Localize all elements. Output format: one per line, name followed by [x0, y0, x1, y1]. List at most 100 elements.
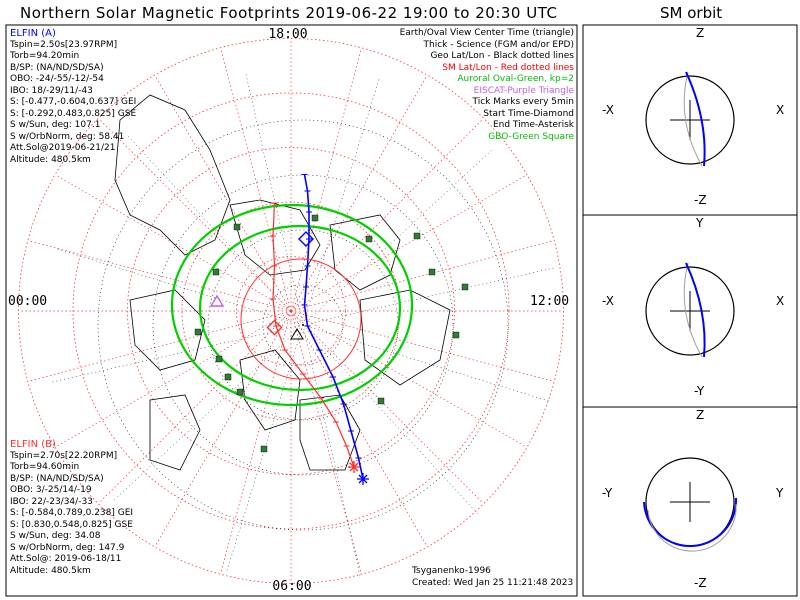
mlt-line [28, 240, 292, 312]
elfin-a-line: S: [-0.292,0.483,0.825] GSE [10, 108, 137, 119]
gbo-square [260, 445, 268, 453]
end-asterisk [358, 474, 368, 484]
elfin-a-line: B/SP: (NA/ND/SD/SA) [10, 62, 104, 73]
end-asterisk [349, 462, 359, 472]
start-diamond [298, 231, 314, 247]
mlt-label-left: 00:00 [8, 294, 47, 309]
legend-entry: GBO-Green Square [488, 131, 574, 142]
elfin-a-line: Att.Sol@2019-06-21/21 [10, 143, 116, 153]
elfin-b-line: Torb=94.60min [10, 462, 80, 472]
orbit-xz-right: X [776, 103, 785, 117]
elfin-b-line: Tspin=2.70s[22.20RPM] [10, 450, 118, 461]
geo-lon-line [302, 76, 381, 326]
mlt-line [290, 310, 484, 504]
orbit-b-path [683, 262, 703, 358]
elfin-b-line: S: [-0.584,0.789,0.238] GEI [10, 508, 134, 518]
sm-lat-circle [72, 92, 510, 530]
orbit-xy-right: X [776, 294, 785, 308]
mlt-line [290, 310, 554, 382]
elfin-a-line: Tspin=2.50s[23.97RPM] [10, 39, 118, 50]
gbo-square [194, 328, 202, 336]
legend-entry: Geo Lat/Lon - Black dotted lines [430, 51, 574, 61]
gbo-square [413, 232, 421, 240]
geo-lon-line [302, 267, 557, 326]
orbit-plots [643, 71, 738, 552]
mlt-line [290, 310, 362, 574]
gbo-square [311, 214, 319, 222]
gbo-square [233, 223, 241, 231]
landmass-outline [129, 289, 206, 371]
orbit-a-path [685, 262, 706, 358]
mlt-label-bottom: 06:00 [272, 579, 311, 594]
auroral-oval-outer [170, 203, 414, 407]
auroral-oval-inner [198, 224, 402, 392]
orbit-a-path [685, 71, 706, 167]
geo-lon-line [126, 134, 304, 326]
page-title: Northern Solar Magnetic Footprints 2019-… [20, 4, 558, 22]
geo-lon-line [112, 324, 304, 502]
eiscat-triangle [209, 294, 225, 307]
mlt-line [290, 48, 362, 312]
legend-entry: Auroral Oval-Green, kp=2 [457, 74, 574, 84]
elfin-b-track [272, 202, 355, 468]
mlt-label-right: 12:00 [530, 294, 569, 309]
elfin-b-line: S: [0.830,0.548,0.825] GSE [10, 519, 133, 530]
sm-lat-circle [127, 147, 455, 475]
orbit-frame-yz [582, 406, 798, 597]
orbit-yz-top: Z [696, 408, 705, 422]
credits: Tsyganenko-1996 Created: Wed Jan 25 11:2… [412, 566, 573, 589]
geo-lon-line [49, 324, 304, 383]
elfin-a-line: Torb=94.20min [10, 51, 80, 61]
earth-circle [645, 75, 735, 165]
legend-entry: SM Lat/Lon - Red dotted lines [442, 62, 574, 73]
orbit-xz-bottom: -Z [694, 193, 707, 207]
elfin-a-line: Altitude: 480.5km [10, 154, 91, 165]
mlt-line [154, 75, 292, 312]
orbit-yz-right: Y [776, 486, 784, 500]
legend: Earth/Oval View Center Time (triangle) T… [400, 28, 574, 143]
geo-lon-line [54, 247, 304, 326]
orbit-b-path [683, 71, 703, 167]
sm-lat-circle [236, 256, 346, 366]
elfin-b-name: ELFIN (B) [10, 439, 56, 450]
orbit-xy-top: Y [696, 216, 704, 230]
gbo-square [461, 283, 469, 291]
elfin-a-track [303, 174, 364, 480]
legend-entry: End Time-Asterisk [492, 120, 574, 130]
elfin-b-line: OBO: 3/-25/14/-19 [10, 485, 92, 495]
geo-lon-line [225, 324, 304, 574]
gbo-square [224, 373, 232, 381]
landmass-outline [239, 349, 301, 431]
legend-entry: EISCAT-Purple Triangle [473, 85, 574, 96]
earth-circle [645, 266, 735, 356]
elfin-b-line: Att.Sol@: 2019-06-18/11 [10, 554, 122, 564]
landmass-outline [114, 94, 231, 256]
geo-lat-circle [97, 119, 509, 531]
mlt-line [220, 48, 292, 312]
legend-entry: Start Time-Diamond [483, 108, 574, 119]
legend-entry: Thick - Science (FGM and/or EPD) [423, 39, 574, 50]
gbo-square [365, 235, 373, 243]
legend-entry: Tick Marks every 5min [472, 97, 574, 107]
orbit-b-path [647, 503, 737, 552]
orbit-title: SM orbit [660, 4, 723, 22]
polar-map [18, 38, 564, 584]
mlt-line [154, 310, 292, 547]
legend-entry: Earth/Oval View Center Time (triangle) [399, 28, 574, 38]
orbit-xy-left: -X [602, 294, 614, 308]
elfin-a-line: S w/OrbNorm, deg: 58.41 [10, 131, 125, 142]
geo-lat-circle [262, 284, 344, 366]
elfin-b-line: Altitude: 480.5km [10, 565, 91, 576]
geo-lon-line [302, 324, 480, 516]
mlt-line [55, 174, 292, 312]
mlt-line [290, 174, 527, 312]
elfin-b-line: S w/Sun, deg: 34.08 [10, 531, 101, 541]
gbo-square [377, 397, 385, 405]
map-frame [5, 24, 578, 597]
elfin-b-line: S w/OrbNorm, deg: 147.9 [10, 542, 125, 553]
elfin-a-name: ELFIN (A) [10, 28, 56, 39]
mlt-line [28, 310, 292, 382]
gbo-square [236, 388, 244, 396]
gbo-square [215, 355, 223, 363]
